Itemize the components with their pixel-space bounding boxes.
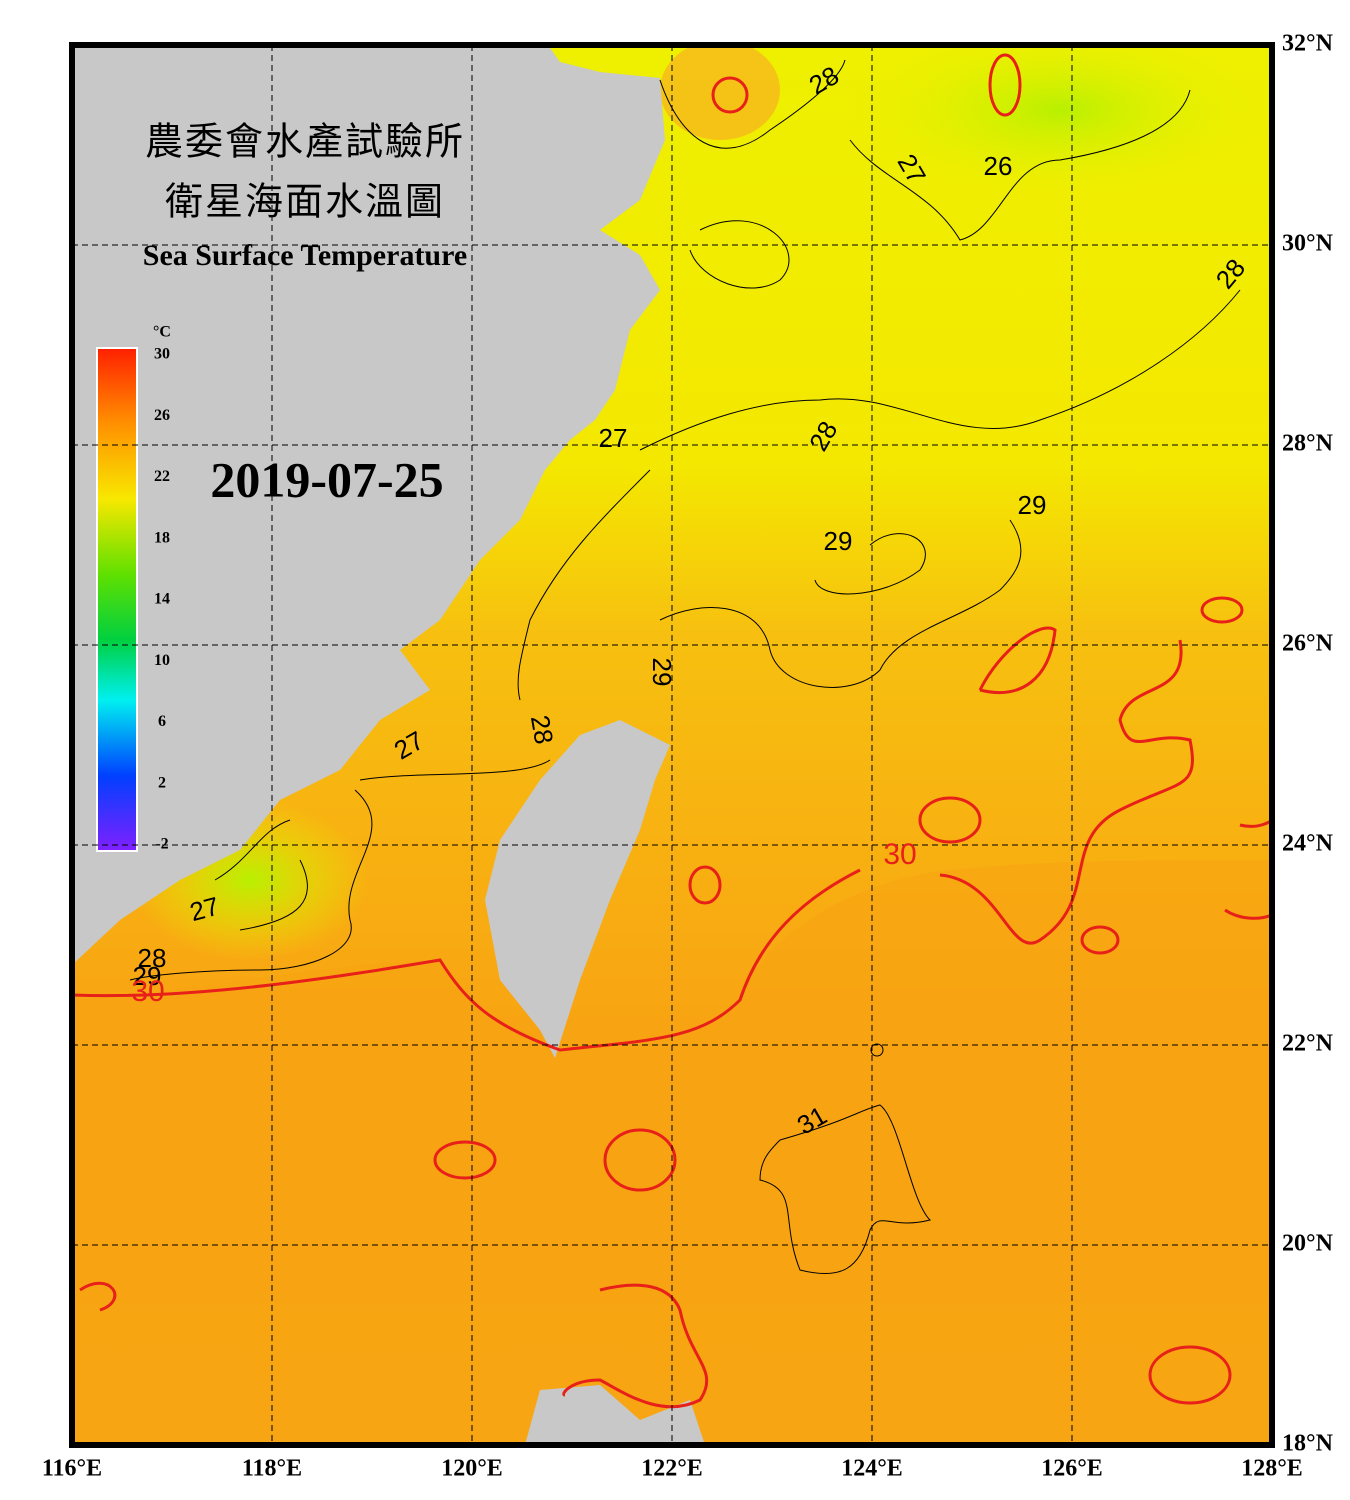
- luzon: [525, 1385, 705, 1445]
- colorbar-tick: -2: [155, 836, 168, 853]
- contour-label: 29: [1018, 490, 1047, 520]
- contour-label: 29: [824, 526, 853, 556]
- lat-label: 32°N: [1282, 31, 1334, 57]
- contour-label: 28: [525, 713, 560, 747]
- warm-water: [660, 45, 780, 140]
- colorbar-tick: 2: [158, 774, 166, 791]
- cool-water: [840, 45, 1272, 200]
- lat-label: 20°N: [1282, 1231, 1334, 1257]
- title-en: Sea Surface Temperature: [143, 239, 467, 272]
- title-zh: 農委會水產試驗所: [145, 120, 465, 164]
- map-area: [72, 45, 1272, 1445]
- china-coast: [72, 45, 665, 965]
- contour-label: 26: [984, 151, 1013, 181]
- contour-label: 28: [138, 943, 167, 973]
- lat-label: 18°N: [1282, 1431, 1334, 1457]
- lat-label: 26°N: [1282, 631, 1334, 657]
- colorbar-tick: 10: [154, 652, 170, 669]
- contour-label: 29: [133, 961, 162, 991]
- lat-label: 30°N: [1282, 231, 1334, 257]
- lon-label: 122°E: [641, 1456, 703, 1482]
- colorbar: [96, 347, 138, 852]
- contour-label: 29: [647, 658, 677, 687]
- lon-label: 128°E: [1241, 1456, 1303, 1482]
- lon-label: 124°E: [841, 1456, 903, 1482]
- contour-label: 27: [599, 423, 628, 453]
- colorbar-unit: °C: [153, 324, 171, 341]
- colorbar-tick: 26: [154, 407, 170, 424]
- contour-label: 30: [131, 975, 164, 1008]
- lon-label: 126°E: [1041, 1456, 1103, 1482]
- lat-label: 24°N: [1282, 831, 1334, 857]
- warm-water: [72, 860, 1272, 1445]
- lon-label: 116°E: [42, 1456, 102, 1482]
- lat-label: 22°N: [1282, 1031, 1334, 1057]
- colorbar-tick: 22: [154, 468, 170, 485]
- colorbar-tick: 14: [154, 591, 170, 608]
- date: 2019-07-25: [210, 451, 443, 507]
- subtitle-zh: 衛星海面水溫圖: [165, 180, 445, 224]
- lon-label: 118°E: [242, 1456, 302, 1482]
- taiwan: [485, 720, 670, 1058]
- colorbar-tick: 18: [154, 529, 170, 546]
- contour-30: [72, 53, 1272, 1409]
- colorbar-tick: 30: [154, 346, 170, 363]
- lon-label: 120°E: [441, 1456, 503, 1482]
- colorbar-tick: 6: [158, 713, 166, 730]
- contour-label: 30: [883, 838, 916, 871]
- lat-label: 28°N: [1282, 431, 1334, 457]
